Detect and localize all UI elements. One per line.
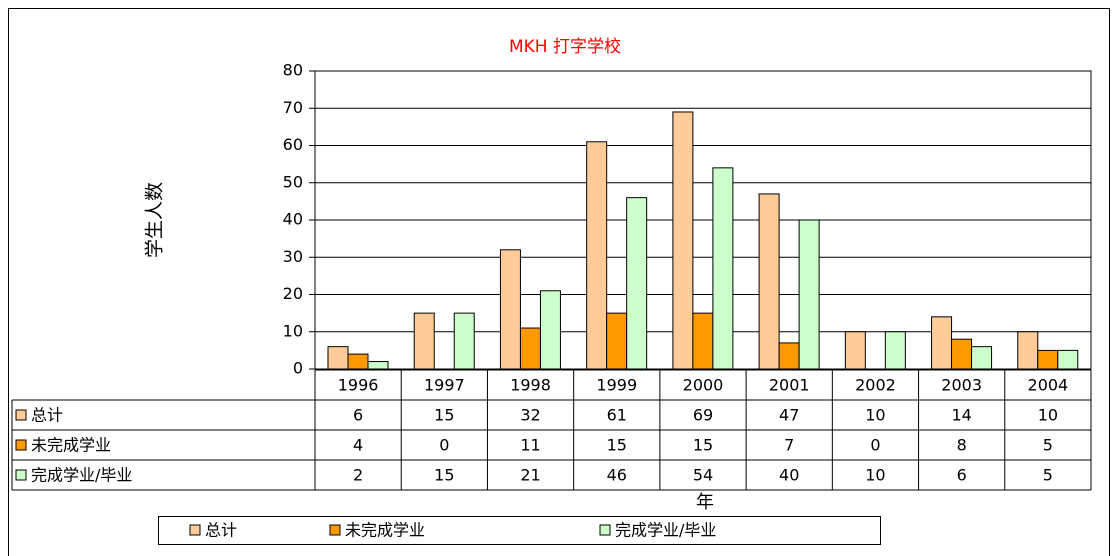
bar [844, 331, 866, 370]
bar [413, 312, 435, 370]
legend-key [599, 524, 611, 536]
table-value: 5 [1043, 436, 1053, 455]
table-value: 61 [607, 406, 627, 425]
table-value: 4 [353, 436, 363, 455]
bar [931, 316, 953, 370]
table-value: 46 [607, 466, 627, 485]
legend-key [15, 409, 27, 421]
y-tick-label: 70 [283, 98, 303, 117]
table-value: 7 [784, 436, 794, 455]
y-tick-label: 50 [283, 172, 303, 191]
legend-key [15, 439, 27, 451]
legend-label: 总计 [31, 406, 63, 425]
bar [539, 290, 561, 370]
chart-title: MKH 打字学校 [509, 37, 621, 57]
legend-key [329, 524, 341, 536]
legend-key [15, 469, 27, 481]
y-axis-label: 学生人数 [144, 182, 166, 258]
table-value: 10 [865, 406, 885, 425]
bar [971, 346, 993, 370]
bar [712, 167, 734, 370]
x-tick-label: 2002 [855, 376, 896, 395]
table-value: 8 [957, 436, 967, 455]
y-tick-label: 20 [283, 284, 303, 303]
table-value: 40 [779, 466, 799, 485]
bar [626, 197, 648, 370]
chart-border [8, 8, 1110, 556]
y-tick-label: 30 [283, 247, 303, 266]
y-tick-label: 40 [283, 210, 303, 229]
x-tick-label: 2000 [683, 376, 724, 395]
legend-label: 总计 [205, 521, 237, 540]
bar [951, 338, 973, 370]
bar [692, 312, 714, 370]
bar [347, 353, 369, 370]
y-tick-label: 60 [283, 135, 303, 154]
bar [499, 249, 521, 370]
legend-label: 完成学业/毕业 [615, 521, 716, 540]
table-value: 69 [693, 406, 713, 425]
legend-label: 未完成学业 [31, 436, 111, 455]
table-value: 15 [434, 406, 454, 425]
table-value: 54 [693, 466, 713, 485]
table-value: 10 [1038, 406, 1058, 425]
y-tick-label: 80 [283, 61, 303, 80]
table-value: 15 [607, 436, 627, 455]
bar [778, 342, 800, 370]
x-tick-label: 1998 [510, 376, 551, 395]
table-value: 15 [693, 436, 713, 455]
bar [1057, 349, 1079, 370]
y-tick-label: 0 [293, 359, 303, 378]
legend-label: 未完成学业 [345, 521, 425, 540]
bar [884, 331, 906, 370]
bar [606, 312, 628, 370]
bar [367, 361, 389, 370]
x-tick-label: 2001 [769, 376, 810, 395]
table-value: 0 [870, 436, 880, 455]
bar [519, 327, 541, 370]
table-value: 47 [779, 406, 799, 425]
x-tick-label: 1997 [424, 376, 465, 395]
table-value: 14 [951, 406, 971, 425]
table-value: 21 [520, 466, 540, 485]
table-value: 2 [353, 466, 363, 485]
bar [798, 219, 820, 370]
x-tick-label: 2003 [941, 376, 982, 395]
bar [758, 193, 780, 370]
x-tick-label: 1996 [338, 376, 379, 395]
table-value: 15 [434, 466, 454, 485]
table-value: 6 [353, 406, 363, 425]
table-value: 0 [439, 436, 449, 455]
bar [1017, 331, 1039, 370]
table-value: 10 [865, 466, 885, 485]
table-value: 32 [520, 406, 540, 425]
x-tick-label: 1999 [596, 376, 637, 395]
x-axis-label: 年 [696, 492, 714, 513]
y-tick-label: 10 [283, 321, 303, 340]
bar [453, 312, 475, 370]
x-tick-label: 2004 [1028, 376, 1069, 395]
bar [1037, 349, 1059, 370]
legend-key [189, 524, 201, 536]
table-value: 11 [520, 436, 540, 455]
bar [327, 346, 349, 370]
table-value: 5 [1043, 466, 1053, 485]
table-value: 6 [957, 466, 967, 485]
bar [586, 141, 608, 370]
legend-label: 完成学业/毕业 [31, 466, 132, 485]
legend-box [158, 516, 881, 545]
bar [672, 111, 694, 370]
